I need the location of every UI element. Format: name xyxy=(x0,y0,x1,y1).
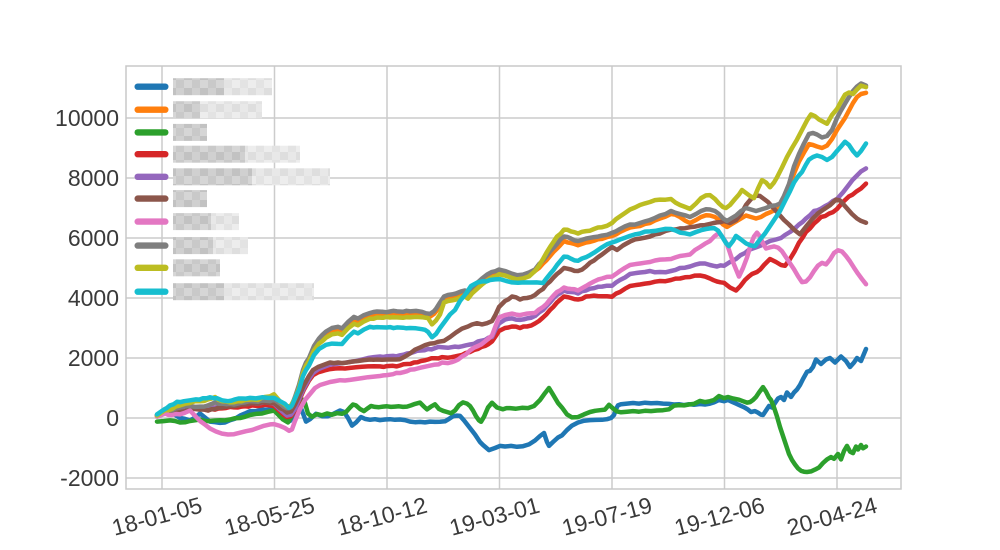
svg-text:10000: 10000 xyxy=(55,105,119,131)
svg-text:-2000: -2000 xyxy=(60,465,119,491)
svg-text:2000: 2000 xyxy=(68,345,119,371)
svg-text:0: 0 xyxy=(106,405,119,431)
svg-text:8000: 8000 xyxy=(68,165,119,191)
svg-text:4000: 4000 xyxy=(68,285,119,311)
svg-text:6000: 6000 xyxy=(68,225,119,251)
